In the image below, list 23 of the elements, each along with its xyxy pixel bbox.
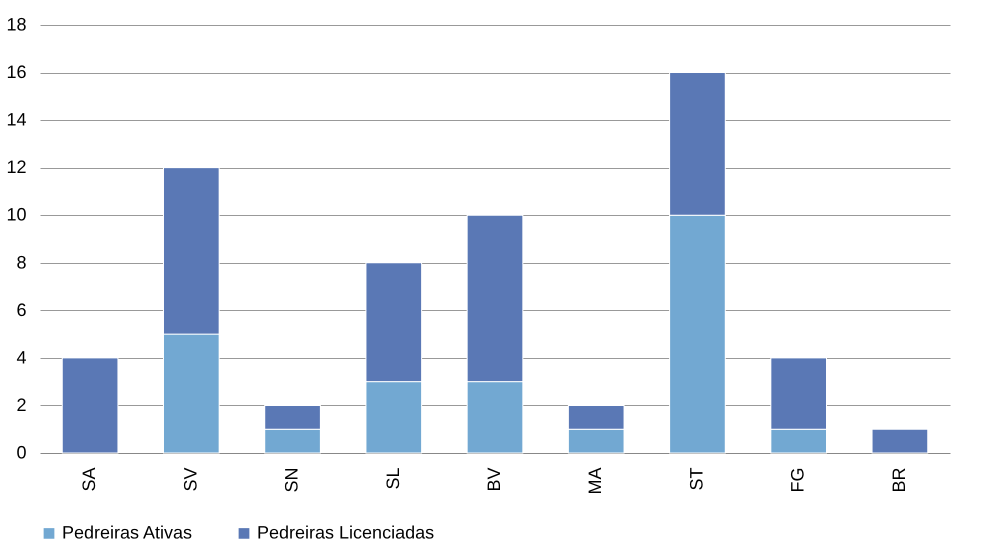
y-tick-label: 2 <box>16 394 26 415</box>
legend-label: Pedreiras Ativas <box>62 522 192 542</box>
y-tick-label: 16 <box>6 62 26 82</box>
bar <box>872 428 928 454</box>
y-tick-label: 8 <box>16 252 26 272</box>
x-tick-label: FG <box>788 468 808 492</box>
x-tick-label: SN <box>282 468 302 493</box>
bar <box>62 357 118 454</box>
y-tick-label: 0 <box>16 442 26 462</box>
y-tick-label: 6 <box>16 300 26 320</box>
x-tick-label: SL <box>382 468 403 490</box>
x-tick-label: BR <box>888 468 909 493</box>
y-tick-label: 4 <box>16 347 26 368</box>
legend-label: Pedreiras Licenciadas <box>257 522 434 542</box>
x-tick-label: BV <box>484 468 504 492</box>
y-tick-label: 10 <box>6 204 26 225</box>
y-tick-label: 18 <box>6 14 26 34</box>
y-tick-label: 14 <box>6 110 26 130</box>
x-tick-label: MA <box>585 468 606 494</box>
x-tick-label: SV <box>180 468 200 492</box>
y-tick-label: 12 <box>6 157 26 178</box>
x-tick-label: ST <box>686 468 706 491</box>
x-tick-label: SA <box>79 468 100 492</box>
